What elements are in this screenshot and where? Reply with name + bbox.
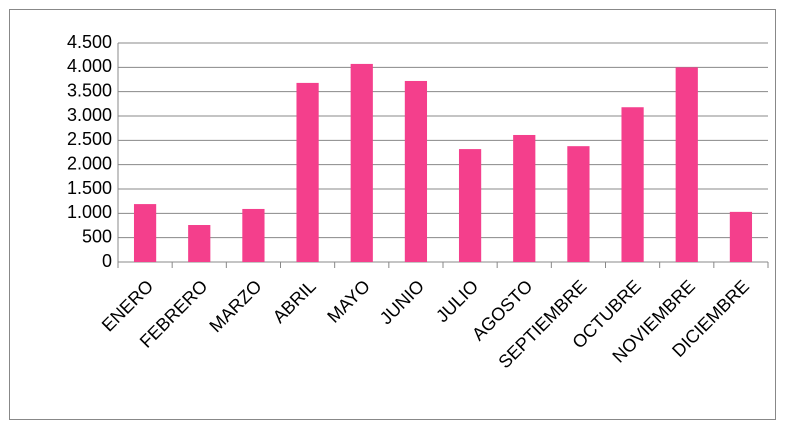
bar [296, 82, 319, 262]
bar [513, 134, 536, 262]
bar [458, 149, 482, 262]
bar [729, 211, 753, 262]
bar [242, 208, 265, 262]
bar [404, 80, 428, 263]
bar [350, 63, 373, 262]
y-tick-label: 4.000 [67, 56, 112, 76]
y-tick-label: 1.500 [67, 178, 112, 198]
bar [188, 225, 211, 262]
chart-border [9, 9, 776, 420]
y-tick-label: 500 [82, 226, 112, 246]
y-tick-label: 2.500 [67, 129, 112, 149]
bar [675, 67, 698, 262]
y-tick-label: 2.000 [67, 153, 112, 173]
bar [567, 146, 590, 262]
bar [621, 107, 644, 263]
y-tick-label: 4.500 [67, 32, 112, 52]
bar [133, 204, 157, 262]
y-tick-label: 1.000 [67, 202, 112, 222]
y-tick-label: 3.500 [67, 80, 112, 100]
y-tick-label: 0 [102, 251, 112, 271]
y-tick-label: 3.000 [67, 105, 112, 125]
